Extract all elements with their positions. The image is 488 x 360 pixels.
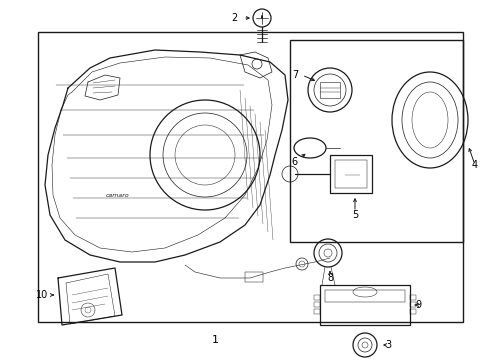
Text: 3: 3 (384, 340, 390, 350)
Bar (313, 302, 319, 307)
Bar (313, 295, 319, 300)
Bar (289, 40, 462, 242)
Bar (244, 272, 263, 282)
Bar (409, 309, 415, 314)
Text: 6: 6 (291, 157, 297, 167)
Text: 9: 9 (414, 300, 420, 310)
Bar (409, 302, 415, 307)
Bar (334, 160, 366, 188)
Bar (38, 32, 462, 322)
Bar (319, 82, 339, 98)
Text: 10: 10 (36, 290, 48, 300)
Text: 5: 5 (351, 210, 357, 220)
Bar (409, 295, 415, 300)
Bar (329, 155, 371, 193)
Bar (325, 290, 404, 302)
Text: 8: 8 (326, 273, 332, 283)
Text: 7: 7 (291, 70, 297, 80)
Text: camaro: camaro (106, 193, 130, 198)
Text: 2: 2 (231, 13, 238, 23)
Bar (319, 285, 409, 325)
Text: 4: 4 (471, 160, 477, 170)
Bar (313, 309, 319, 314)
Text: 1: 1 (211, 335, 218, 345)
